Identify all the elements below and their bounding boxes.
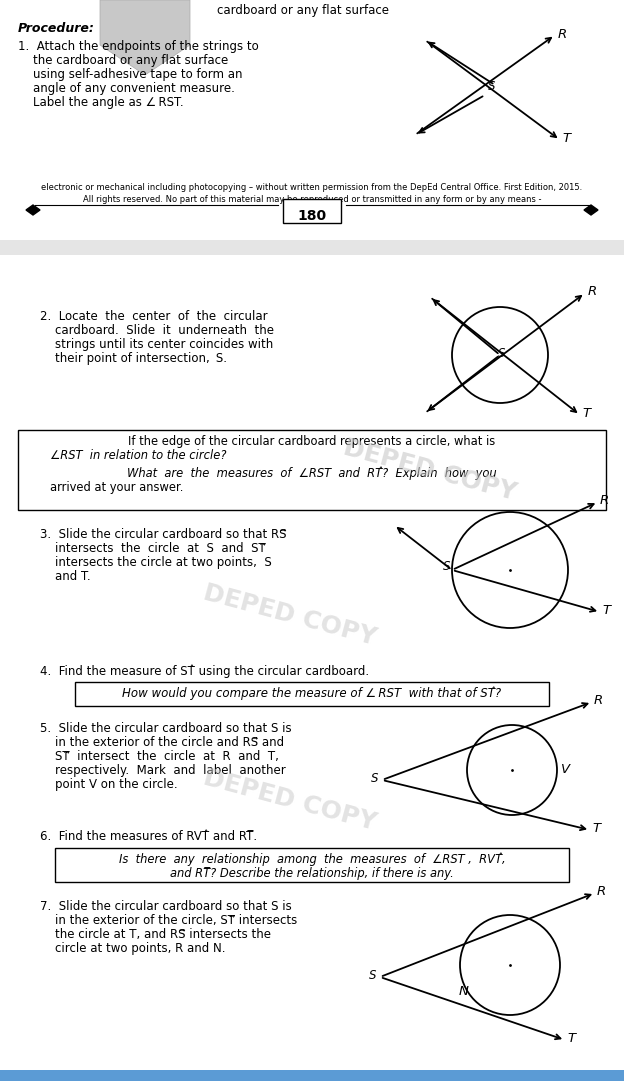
FancyBboxPatch shape	[55, 848, 569, 882]
Text: R: R	[594, 694, 603, 707]
Text: S: S	[488, 80, 495, 93]
Text: S: S	[498, 347, 505, 360]
Text: T: T	[582, 408, 590, 421]
Bar	[0, 240, 624, 255]
Text: T: T	[562, 132, 570, 145]
FancyBboxPatch shape	[283, 199, 341, 223]
Text: Is  there  any  relationship  among  the  measures  of  ∠RST ,  RVT̂,: Is there any relationship among the meas…	[119, 853, 505, 867]
Text: DEPED COPY: DEPED COPY	[201, 580, 379, 650]
Text: How would you compare the measure of ∠ RST  with that of ST̂?: How would you compare the measure of ∠ R…	[122, 688, 502, 700]
Text: circle at two points, R and N.: circle at two points, R and N.	[40, 942, 225, 955]
Text: electronic or mechanical including photocopying – without written permission fro: electronic or mechanical including photo…	[41, 183, 583, 192]
Text: Procedure:: Procedure:	[18, 22, 95, 35]
Text: R: R	[597, 885, 607, 898]
Text: S: S	[371, 772, 378, 785]
Text: R: R	[588, 285, 597, 298]
Text: in the exterior of the circle, ST⃗ intersects: in the exterior of the circle, ST⃗ inter…	[40, 915, 297, 927]
Text: N: N	[459, 985, 469, 998]
FancyBboxPatch shape	[18, 430, 606, 510]
Text: DEPED COPY: DEPED COPY	[201, 765, 379, 835]
Polygon shape	[584, 205, 598, 215]
Text: 2.  Locate  the  center  of  the  circular: 2. Locate the center of the circular	[40, 310, 268, 323]
Polygon shape	[100, 0, 190, 75]
Polygon shape	[26, 205, 40, 215]
Text: in the exterior of the circle and RS⃗ and: in the exterior of the circle and RS⃗ an…	[40, 736, 284, 749]
Text: their point of intersection,  S.: their point of intersection, S.	[40, 352, 227, 365]
Text: 180: 180	[298, 209, 326, 223]
Text: All rights reserved. No part of this material may be reproduced or transmitted i: All rights reserved. No part of this mat…	[83, 195, 541, 204]
Text: cardboard.  Slide  it  underneath  the: cardboard. Slide it underneath the	[40, 324, 274, 337]
Text: 4.  Find the measure of ST̂ using the circular cardboard.: 4. Find the measure of ST̂ using the cir…	[40, 665, 369, 679]
Text: the cardboard or any flat surface: the cardboard or any flat surface	[18, 54, 228, 67]
Text: T: T	[567, 1032, 575, 1045]
Text: strings until its center coincides with: strings until its center coincides with	[40, 338, 273, 351]
Text: S: S	[442, 560, 450, 573]
Text: and RT̅? Describe the relationship, if there is any.: and RT̅? Describe the relationship, if t…	[170, 867, 454, 880]
Text: Label the angle as ∠ RST.: Label the angle as ∠ RST.	[18, 96, 183, 109]
Text: If the edge of the circular cardboard represents a circle, what is: If the edge of the circular cardboard re…	[129, 435, 495, 448]
Text: respectively.  Mark  and  label  another: respectively. Mark and label another	[40, 764, 286, 777]
Text: arrived at your answer.: arrived at your answer.	[50, 481, 183, 494]
Text: angle of any convenient measure.: angle of any convenient measure.	[18, 82, 235, 95]
Text: intersects  the  circle  at  S  and  ST⃗: intersects the circle at S and ST⃗	[40, 542, 266, 555]
Text: cardboard or any flat surface: cardboard or any flat surface	[217, 4, 389, 17]
Text: 6.  Find the measures of RVT̂ and RT̅.: 6. Find the measures of RVT̂ and RT̅.	[40, 830, 257, 843]
Bar	[0, 1070, 624, 1081]
Text: R: R	[600, 494, 609, 507]
Text: DEPED COPY: DEPED COPY	[341, 436, 519, 505]
Text: using self-adhesive tape to form an: using self-adhesive tape to form an	[18, 68, 243, 81]
Text: R: R	[558, 28, 567, 41]
Text: S: S	[369, 969, 376, 982]
Text: point V on the circle.: point V on the circle.	[40, 778, 178, 791]
Text: 3.  Slide the circular cardboard so that RS⃗: 3. Slide the circular cardboard so that …	[40, 528, 286, 540]
Text: T: T	[592, 822, 600, 835]
Text: and T.: and T.	[40, 570, 90, 583]
Text: 1.  Attach the endpoints of the strings to: 1. Attach the endpoints of the strings t…	[18, 40, 259, 53]
Text: T: T	[602, 604, 610, 617]
Text: intersects the circle at two points,  S: intersects the circle at two points, S	[40, 556, 271, 569]
Text: 7.  Slide the circular cardboard so that S is: 7. Slide the circular cardboard so that …	[40, 900, 292, 913]
Text: ST⃗  intersect  the  circle  at  R  and  T,: ST⃗ intersect the circle at R and T,	[40, 750, 279, 763]
FancyBboxPatch shape	[75, 682, 549, 706]
Text: the circle at T, and RS⃗ intersects the: the circle at T, and RS⃗ intersects the	[40, 927, 271, 940]
Text: What  are  the  measures  of  ∠RST  and  RT̂?  Explain  how  you: What are the measures of ∠RST and RT̂? E…	[127, 467, 497, 480]
Text: ∠RST  in relation to the circle?: ∠RST in relation to the circle?	[50, 449, 227, 462]
Text: V: V	[561, 763, 570, 776]
Text: 5.  Slide the circular cardboard so that S is: 5. Slide the circular cardboard so that …	[40, 722, 291, 735]
